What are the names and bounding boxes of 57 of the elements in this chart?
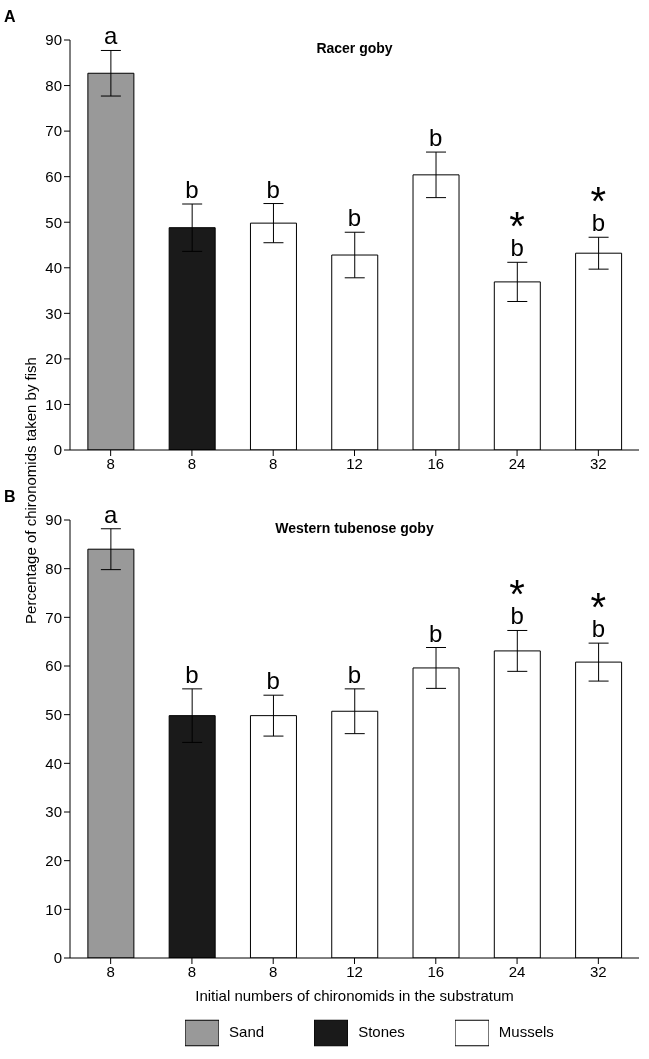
chart-title: Western tubenose goby: [275, 520, 434, 536]
x-tick-label: 8: [187, 962, 197, 980]
x-tick-label: 24: [508, 962, 526, 980]
text: A: [4, 8, 16, 26]
y-axis-title: Percentage of chironomids taken by fish: [21, 356, 39, 624]
legend-label: Mussels: [498, 1022, 554, 1040]
y-tick-label: 60: [45, 167, 62, 185]
data-label: b: [591, 615, 606, 643]
y-tick-label: 0: [53, 441, 62, 459]
text: B: [4, 488, 16, 506]
x-tick-label: 8: [106, 454, 115, 472]
legend-label: Sand: [229, 1022, 265, 1040]
chart-title: Racer goby: [316, 40, 393, 56]
y-tick-label: 30: [45, 304, 62, 322]
data-label: b: [429, 124, 443, 152]
x-tick-label: 32: [590, 962, 607, 980]
data-label: b: [266, 175, 280, 203]
y-tick-label: 80: [45, 559, 62, 577]
y-tick-label: 80: [45, 76, 62, 94]
x-tick-label: 24: [508, 454, 526, 472]
x-axis-title: Initial numbers of chironomids in the substratum: [194, 986, 515, 1006]
x-tick-label: 12: [346, 962, 363, 980]
y-tick-label: 20: [45, 350, 62, 368]
y-tick-label: 70: [45, 608, 62, 626]
y-tick-label: 60: [45, 657, 62, 675]
y-tick-label: 0: [53, 949, 62, 967]
x-tick-label: 8: [269, 454, 278, 472]
x-tick-label: 8: [106, 962, 115, 980]
data-label: b: [347, 660, 362, 688]
x-tick-label: 12: [346, 454, 363, 472]
data-label: b: [185, 660, 199, 688]
y-tick-label: 40: [45, 754, 62, 772]
y-tick-label: 50: [45, 213, 62, 231]
data-label: b: [185, 176, 199, 203]
data-label: b: [591, 209, 606, 237]
x-tick-label: 8: [187, 454, 197, 472]
y-tick-label: 10: [45, 395, 62, 413]
data-label: a: [103, 22, 118, 50]
y-tick-label: 90: [45, 511, 62, 529]
data-label: b: [429, 619, 443, 647]
data-label: b: [510, 602, 524, 630]
y-tick-label: 30: [45, 803, 62, 821]
y-tick-label: 10: [45, 900, 62, 918]
y-tick-label: 50: [45, 705, 62, 723]
data-label: b: [266, 667, 280, 695]
x-tick-label: 16: [427, 962, 445, 980]
data-label: b: [510, 234, 524, 262]
data-label: b: [347, 204, 362, 232]
x-tick-label: 32: [590, 454, 607, 472]
y-tick-label: 20: [45, 851, 62, 869]
y-tick-label: 90: [45, 31, 62, 49]
legend-label: Stones: [358, 1022, 405, 1040]
data-label: a: [103, 500, 118, 528]
y-tick-label: 70: [45, 122, 62, 140]
x-tick-label: 16: [427, 454, 445, 472]
x-tick-label: 8: [269, 962, 278, 980]
y-tick-label: 40: [45, 259, 62, 277]
